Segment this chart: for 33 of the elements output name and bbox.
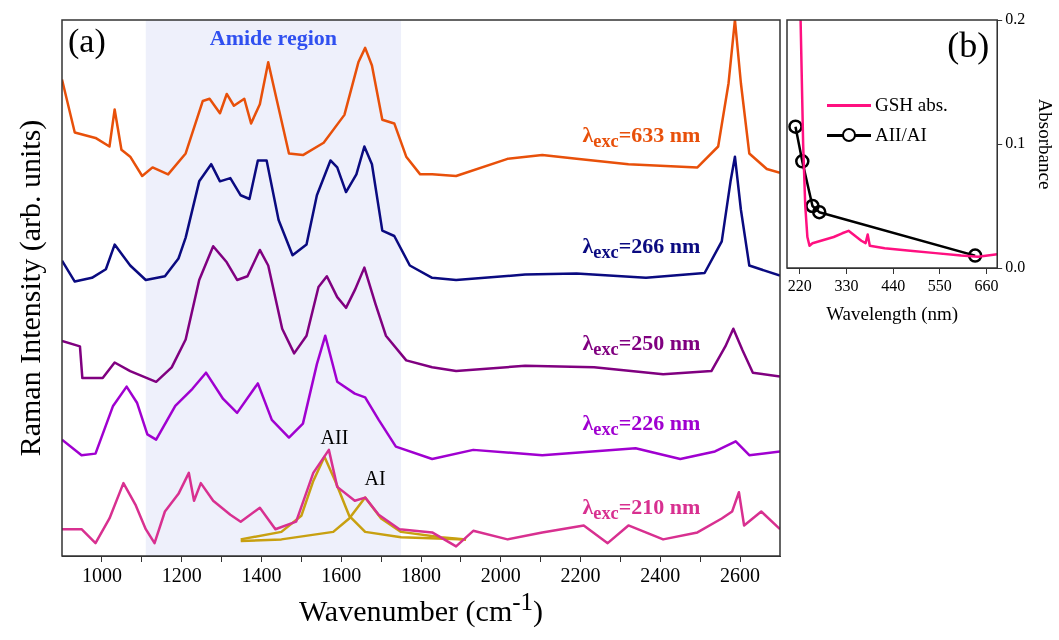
x-tick-label: 1600 <box>321 564 362 587</box>
x-tick-label: 1200 <box>161 564 202 587</box>
y-axis-title: Absorbance <box>1034 98 1056 190</box>
annotation: (a) <box>68 21 106 60</box>
x-tick-label: 550 <box>927 276 952 294</box>
annotation: AII <box>320 426 349 449</box>
legend-label: GSH abs. <box>875 94 948 116</box>
x-tick-label: 660 <box>974 276 999 294</box>
y-axis-title: Raman Intensity (arb. units) <box>13 119 47 457</box>
series-label: λ$_{exc}$=226 nm <box>582 409 701 441</box>
y-tick-label: 0.0 <box>1005 258 1026 276</box>
series-label: λ$_{exc}$=250 nm <box>582 329 701 360</box>
x-axis-title: Wavelength (nm) <box>826 302 959 325</box>
series-label: λ$_{exc}$=266 nm <box>582 232 701 263</box>
band-label: Amide region <box>209 24 338 50</box>
x-tick-label: 1800 <box>401 564 441 587</box>
x-tick-label: 1000 <box>81 564 122 587</box>
x-tick-label: 2200 <box>560 564 601 587</box>
x-tick-label: 2400 <box>640 564 681 587</box>
x-tick-label: 2600 <box>720 564 761 587</box>
legend-label: AII/AI <box>875 124 927 146</box>
x-tick-label: 220 <box>787 276 812 294</box>
x-axis-title: Wavenumber (cm$^{-1}$) <box>298 588 544 628</box>
y-tick-label: 0.1 <box>1005 134 1026 152</box>
x-tick-label: 440 <box>881 276 906 294</box>
y-tick-label: 0.2 <box>1005 10 1026 28</box>
x-tick-label: 2000 <box>480 564 521 587</box>
annotation: AI <box>364 466 386 489</box>
annotation: (b) <box>947 25 990 66</box>
x-tick-label: 1400 <box>241 564 282 587</box>
series-label: λ$_{exc}$=633 nm <box>582 121 701 152</box>
series-label: λ$_{exc}$=210 nm <box>582 493 701 525</box>
x-tick-label: 330 <box>834 276 859 294</box>
